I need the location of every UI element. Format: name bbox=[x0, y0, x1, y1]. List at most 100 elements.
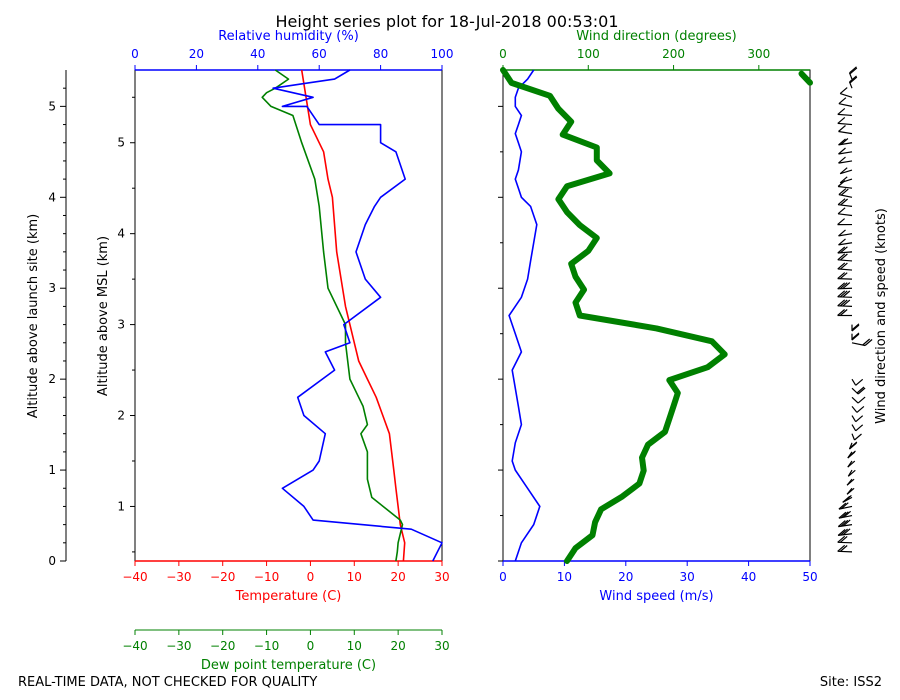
wind-barb-flag bbox=[837, 198, 846, 206]
wind-barb-flag bbox=[839, 545, 848, 552]
wind-barb-flag bbox=[855, 415, 864, 423]
wind-barb-flag bbox=[838, 188, 847, 196]
wind-barb-shaft bbox=[838, 142, 853, 146]
wind-speed-tick-label: 10 bbox=[557, 570, 572, 584]
msl-tick-label: 2 bbox=[117, 409, 125, 423]
wind-barb-flag bbox=[837, 218, 845, 226]
temperature-tick-label: −10 bbox=[254, 570, 279, 584]
wind-barb-flag bbox=[837, 107, 846, 115]
wind-direction-wrap bbox=[798, 70, 813, 86]
wind-barb-shaft bbox=[851, 415, 857, 423]
wind-barb-shaft bbox=[840, 178, 853, 184]
wind-barb-flag bbox=[857, 387, 866, 395]
wind-barb-flag bbox=[842, 299, 851, 307]
rh-tick-label: 40 bbox=[250, 47, 265, 61]
footer-site: Site: ISS2 bbox=[820, 675, 882, 690]
wind-barb-shaft bbox=[837, 550, 853, 553]
wind-barb-flag bbox=[849, 67, 858, 75]
wind-barb-flag bbox=[840, 253, 848, 261]
wind-speed-tick-label: 50 bbox=[802, 570, 817, 584]
wind-barb-flag bbox=[844, 494, 852, 502]
wind-barb-shaft bbox=[838, 533, 853, 536]
wind-barb-flag bbox=[840, 502, 849, 510]
wind-barb-flag bbox=[837, 535, 846, 543]
wind-direction-line bbox=[500, 67, 728, 564]
temperature-tick-label: −30 bbox=[166, 570, 191, 584]
wind-barb-flag bbox=[840, 519, 849, 527]
wind-barb-flag bbox=[837, 253, 846, 261]
wind-direction-tick-label: 100 bbox=[577, 47, 600, 61]
wind-barb-shaft bbox=[837, 305, 853, 308]
wind-barb-shaft bbox=[838, 130, 853, 135]
wind-barb-flag bbox=[837, 207, 846, 215]
footer-quality-note: REAL-TIME DATA, NOT CHECKED FOR QUALITY bbox=[18, 675, 317, 690]
wind-barb-shaft bbox=[840, 169, 853, 175]
wind-barb-flag bbox=[855, 424, 864, 432]
wind-barb-flag bbox=[840, 511, 849, 519]
wind-barb-shaft bbox=[838, 160, 853, 164]
dewpoint-tick-label: 30 bbox=[434, 639, 449, 653]
wind-barb-shaft bbox=[838, 242, 853, 246]
wind-barb-shaft bbox=[851, 378, 857, 386]
right-plot-frame bbox=[502, 69, 811, 562]
wind-barb-flag bbox=[849, 76, 858, 84]
wind-barb-flag bbox=[846, 487, 855, 495]
temperature-tick-label: 10 bbox=[347, 570, 362, 584]
wind-barb-shaft bbox=[851, 406, 858, 413]
wind-barb-flag bbox=[840, 246, 848, 254]
wind-barb-flag bbox=[849, 441, 858, 449]
dewpoint-tick-label: −20 bbox=[210, 639, 235, 653]
right-panel: 0 10 20 30 40 50 Wind speed (m/s) 0 100 200 300 Win… bbox=[498, 29, 818, 604]
wind-speed-tick-label: 40 bbox=[741, 570, 756, 584]
wind-barb-shaft bbox=[851, 433, 856, 441]
temperature-tick-label: 20 bbox=[391, 570, 406, 584]
wind-direction-tick-label: 200 bbox=[662, 47, 685, 61]
wind-barb-flag bbox=[842, 528, 851, 536]
wind-barb-flag bbox=[851, 324, 860, 332]
wind-barb-flag bbox=[838, 229, 846, 237]
wind-barb-shaft bbox=[838, 151, 853, 155]
wind-barb-flag bbox=[848, 450, 856, 458]
wind-barb-flag bbox=[840, 138, 849, 145]
wind-barb-flag bbox=[842, 290, 851, 298]
wind-barb-flag bbox=[847, 460, 856, 468]
wind-barb-flag bbox=[838, 156, 846, 164]
rh-tick-label: 80 bbox=[373, 47, 388, 61]
wind-barb-flag bbox=[862, 338, 871, 346]
wind-barb-flag bbox=[856, 405, 865, 413]
wind-barb-flag bbox=[864, 339, 873, 346]
wind-barb-flag bbox=[838, 511, 847, 519]
dewpoint-tick-label: −30 bbox=[166, 639, 191, 653]
wind-barb-flag bbox=[839, 290, 848, 298]
wind-barb-flag bbox=[851, 333, 860, 341]
wind-barb-flag bbox=[839, 272, 848, 280]
dewpoint-tick-label: 20 bbox=[391, 639, 406, 653]
wind-barb-flag bbox=[840, 198, 848, 206]
barbs-axis-title: Wind direction and speed (knots) bbox=[874, 208, 889, 424]
wind-barbs: Wind direction and speed (knots) bbox=[837, 66, 889, 553]
wind-barb-flag bbox=[857, 396, 866, 404]
wind-barb-flag bbox=[839, 176, 848, 184]
wind-direction-axis-title: Wind direction (degrees) bbox=[576, 29, 736, 44]
wind-barb-shaft bbox=[838, 185, 853, 189]
site-axis-title: Altitude above launch site (km) bbox=[26, 214, 41, 418]
wind-barb-flag bbox=[840, 262, 848, 270]
wind-barb-flag bbox=[856, 386, 865, 394]
wind-speed-line bbox=[508, 69, 541, 562]
wind-speed-axis-title: Wind speed (m/s) bbox=[599, 589, 713, 604]
wind-barb-flag bbox=[839, 299, 848, 307]
wind-barb-shaft bbox=[838, 514, 853, 519]
dewpoint-axis-title: Dew point temperature (C) bbox=[201, 658, 376, 673]
wind-barb-flag bbox=[843, 510, 851, 518]
wind-barb-flag bbox=[837, 116, 846, 124]
msl-tick-label: 1 bbox=[117, 499, 125, 513]
wind-barb-shaft bbox=[837, 296, 853, 298]
wind-barb-flag bbox=[855, 378, 864, 386]
wind-barb-flag bbox=[838, 138, 846, 146]
wind-barb-shaft bbox=[837, 268, 853, 271]
wind-barb-shaft bbox=[838, 505, 853, 510]
wind-barb-shaft bbox=[838, 204, 853, 207]
wind-barb-flag bbox=[842, 519, 851, 527]
